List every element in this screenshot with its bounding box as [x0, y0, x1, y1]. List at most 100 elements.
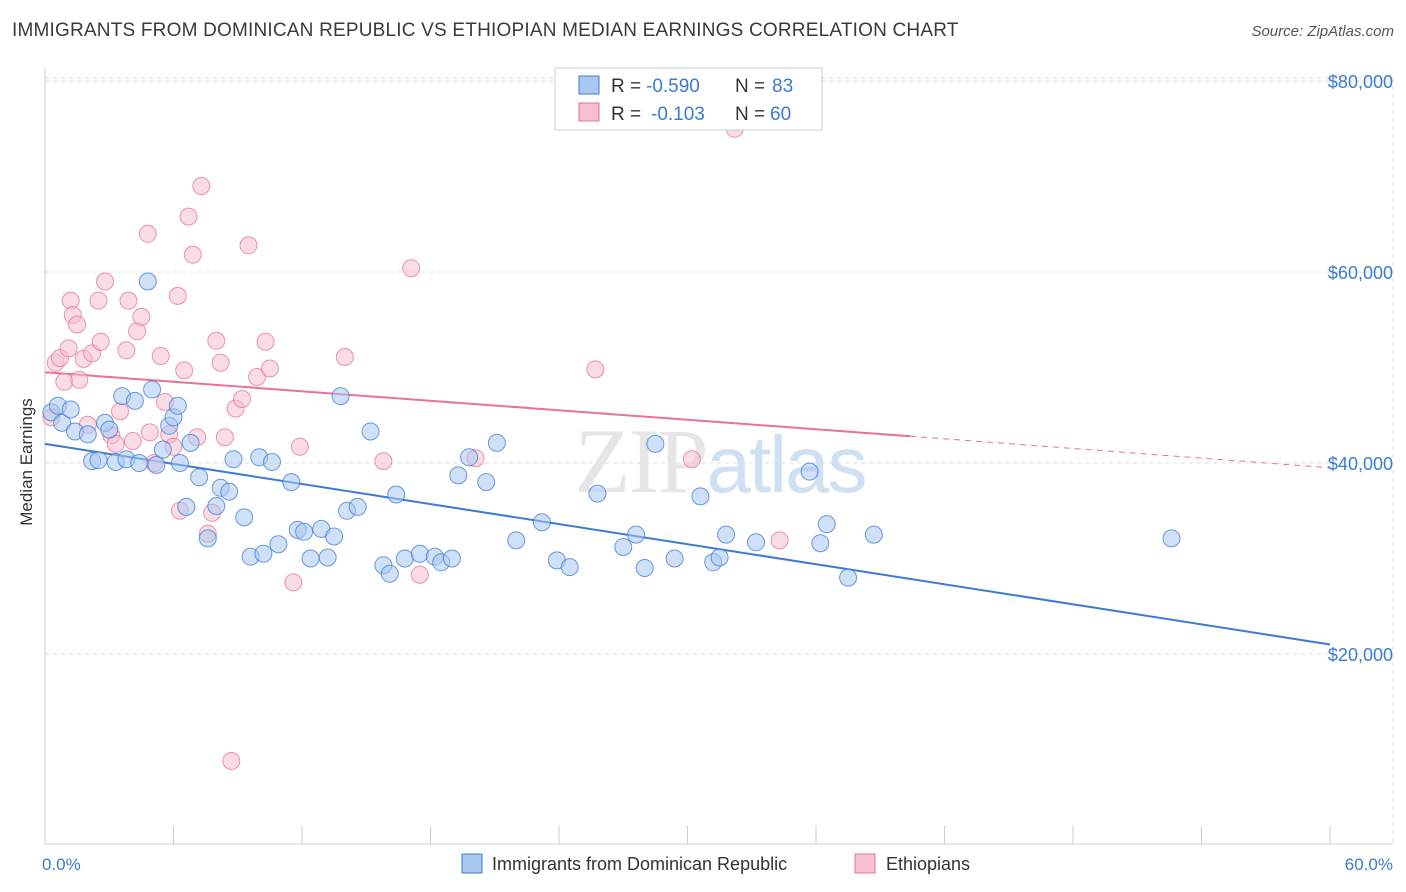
- legend-r-value-1: -0.590: [646, 76, 700, 97]
- point-dominican-17: [147, 455, 166, 474]
- y-tick-label-0: $20,000: [1328, 645, 1393, 665]
- point-dominican-42: [318, 548, 337, 567]
- point-ethiopian-12: [89, 291, 108, 310]
- y-axis-label: Median Earnings: [17, 398, 36, 526]
- legend-n-label-2: N =: [735, 104, 765, 125]
- point-dominican-3: [61, 400, 80, 419]
- point-dominican-36: [269, 535, 288, 554]
- point-dominican-70: [691, 487, 710, 506]
- series-swatch-blue: [461, 853, 483, 874]
- legend-n-value-2: 60: [770, 104, 791, 125]
- point-ethiopian-34: [183, 245, 202, 264]
- point-dominican-64: [588, 484, 607, 503]
- point-dominican-26: [198, 529, 217, 548]
- point-dominican-34: [254, 544, 273, 563]
- point-dominican-52: [410, 544, 429, 563]
- legend-swatch-blue: [578, 75, 600, 95]
- point-ethiopian-42: [222, 752, 241, 770]
- point-ethiopian-26: [151, 347, 170, 365]
- series-label-ethiopians: Ethiopians: [886, 854, 970, 874]
- trend-line-dominican: [44, 442, 1331, 646]
- point-dominican-66: [627, 525, 646, 544]
- point-dominican-44: [331, 387, 350, 406]
- chart-title: IMMIGRANTS FROM DOMINICAN REPUBLIC VS ET…: [12, 20, 959, 41]
- x-tick-labels: 0.0% 60.0%: [42, 855, 1393, 874]
- y-tick-label-3: $80,000: [1328, 72, 1393, 92]
- point-ethiopian-22: [132, 307, 151, 326]
- point-dominican-40: [301, 549, 320, 568]
- point-dominican-46: [348, 497, 367, 516]
- point-ethiopian-24: [140, 423, 159, 442]
- point-dominican-43: [325, 527, 344, 546]
- point-dominican-5: [78, 425, 97, 444]
- point-ethiopian-36: [192, 177, 211, 195]
- point-dominican-55: [442, 549, 461, 568]
- point-dominican-29: [220, 482, 239, 501]
- x-tick-label-max: 60.0%: [1345, 855, 1393, 874]
- point-ethiopian-47: [256, 332, 275, 351]
- point-ethiopian-41: [215, 428, 234, 447]
- point-ethiopian-17: [111, 402, 129, 421]
- point-ethiopian-50: [290, 437, 309, 456]
- point-dominican-30: [224, 450, 243, 469]
- point-ethiopian-32: [175, 361, 194, 380]
- point-ethiopian-13: [91, 332, 110, 351]
- point-dominican-27: [207, 497, 226, 515]
- series-swatch-pink: [854, 853, 876, 874]
- point-ethiopian-56: [586, 360, 605, 379]
- point-dominican-37: [282, 473, 301, 492]
- y-tick-label-2: $60,000: [1328, 263, 1393, 283]
- point-ethiopian-54: [410, 565, 429, 584]
- trend-line-ethiopian: [44, 371, 911, 438]
- point-ethiopian-57: [682, 450, 701, 469]
- point-dominican-75: [800, 462, 819, 481]
- point-dominican-77: [817, 515, 836, 534]
- point-dominican-79: [864, 525, 883, 544]
- point-dominican-7: [89, 451, 108, 470]
- watermark: ZIPatlas: [575, 410, 866, 512]
- point-ethiopian-44: [233, 390, 251, 408]
- legend-n-label-1: N =: [735, 76, 765, 97]
- point-dominican-22: [170, 454, 189, 472]
- point-ethiopian-46: [248, 368, 266, 386]
- point-dominican-15: [138, 272, 157, 291]
- point-dominican-57: [460, 448, 479, 467]
- point-dominican-56: [449, 466, 468, 485]
- point-ethiopian-52: [374, 452, 393, 471]
- point-ethiopian-49: [284, 573, 303, 592]
- legend-r-label-1: R =: [611, 76, 641, 97]
- point-dominican-68: [646, 434, 665, 453]
- point-dominican-13: [125, 391, 144, 410]
- point-dominican-24: [181, 433, 200, 452]
- trend-line-ethiopian-extension: [910, 435, 1331, 469]
- point-ethiopian-40: [211, 353, 230, 372]
- point-ethiopian-8: [70, 370, 89, 389]
- point-ethiopian-4: [59, 339, 78, 358]
- point-dominican-65: [614, 538, 633, 556]
- legend-swatch-pink: [578, 102, 600, 122]
- point-ethiopian-53: [402, 259, 421, 278]
- point-dominican-23: [177, 497, 196, 516]
- legend-r-label-2: R =: [611, 104, 641, 125]
- point-ethiopian-7: [68, 315, 87, 334]
- point-ethiopian-48: [260, 359, 279, 378]
- point-dominican-73: [717, 525, 736, 544]
- point-dominican-16: [143, 380, 162, 399]
- point-dominican-51: [395, 549, 414, 568]
- correlation-legend: R = -0.590 N = 83 R = -0.103 N = 60: [554, 67, 823, 131]
- point-dominican-50: [387, 485, 406, 504]
- series-legend: Immigrants from Dominican Republic Ethio…: [461, 853, 970, 874]
- chart-source: Source: ZipAtlas.com: [1251, 23, 1394, 40]
- point-dominican-47: [361, 422, 380, 441]
- point-dominican-67: [635, 559, 654, 577]
- series-label-dominican: Immigrants from Dominican Republic: [492, 854, 787, 874]
- point-dominican-78: [839, 568, 858, 587]
- point-dominican-39: [295, 522, 314, 541]
- y-tick-label-1: $40,000: [1328, 454, 1393, 474]
- point-dominican-74: [747, 533, 765, 552]
- data-points: [42, 119, 1181, 770]
- legend-n-value-1: 83: [772, 76, 793, 97]
- point-dominican-2: [53, 413, 72, 432]
- point-ethiopian-45: [239, 236, 258, 255]
